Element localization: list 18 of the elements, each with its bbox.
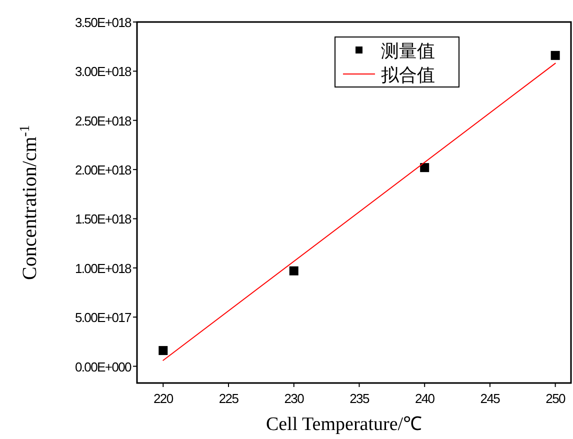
y-tick-label: 3.50E+018 <box>74 15 132 30</box>
y-tick-label: 0.00E+000 <box>74 359 132 374</box>
x-tick-label: 235 <box>350 391 370 406</box>
y-tick-label: 2.50E+018 <box>74 113 132 128</box>
legend-label: 测量值 <box>381 41 435 62</box>
x-tick-label: 250 <box>546 391 566 406</box>
y-tick-label: 1.00E+018 <box>74 260 132 276</box>
x-tick-label: 245 <box>480 391 500 406</box>
x-tick-label: 220 <box>153 391 174 406</box>
y-tick-label: 2.00E+018 <box>74 162 132 178</box>
y-tick-label: 1.50E+018 <box>74 212 132 227</box>
x-tick-label: 230 <box>284 391 304 406</box>
y-tick-label: 5.00E+017 <box>74 310 132 326</box>
legend-label: 拟合值 <box>381 65 435 86</box>
y-tick-label: 3.00E+018 <box>74 64 132 80</box>
x-axis-title: Cell Temperature/℃ <box>266 414 422 435</box>
x-tick-label: 225 <box>218 391 239 406</box>
x-tick-label: 240 <box>414 391 435 406</box>
